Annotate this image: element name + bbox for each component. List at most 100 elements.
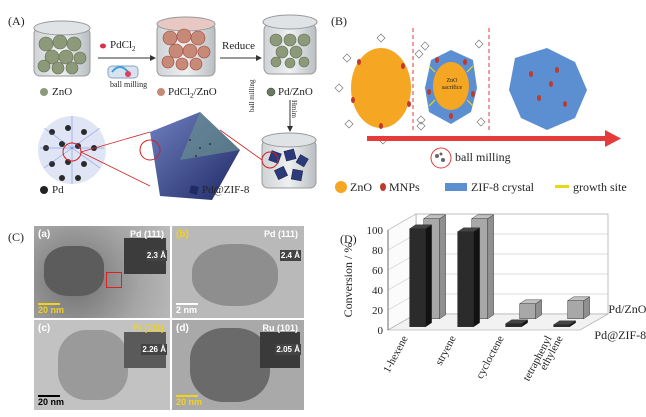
y-tick-label: 0 [378,325,384,337]
ball-mill-icon [107,65,139,79]
pdcl2-text: PdCl [110,39,133,51]
bar-side [473,227,480,328]
panel-c-label: (C) [8,230,24,244]
series-label: Pd@ZIF-8 [594,328,646,342]
pd-lattice-cluster [38,116,106,184]
y-tick-label: 20 [372,305,384,317]
hmim-label: Hmim [290,100,298,118]
legend-mnp-marker [380,183,386,191]
pdcl2-zno-label: PdCl2/ZnO [168,86,217,100]
legend-zno-marker [335,181,347,193]
tem-image-c: (c) Pt (111) 2.26 Å 20 nm [34,320,170,410]
legend-zno: ZnO [350,180,372,194]
tem-image-b: (b) Pd (111) 2.4 Å 2 nm [172,226,304,318]
bar-side [439,214,446,320]
pdcl2-zno-rest: /ZnO [193,86,217,98]
tem-b-scale: 2 nm [176,305,198,315]
gridline [387,213,608,231]
panel-b-schematic [334,28,621,193]
jar-pd-zno [262,14,318,75]
tem-d-tag: (d) [176,323,189,334]
bar-pd-zno-2 [519,303,536,320]
bar-side [487,214,494,320]
nanoparticle-blob [58,330,128,400]
conversion-chart: 0 20 40 60 80 100 Conversion / % 1-hexene stryen… [341,213,646,383]
pdcl2-zno-icon [157,88,165,96]
tem-c-scalebar [38,395,60,397]
tem-a-scalebar [38,303,60,305]
panel-b: (B) [325,0,646,210]
process-arrow [367,136,605,141]
zif8-crystal [139,112,240,200]
x-tick-label: stryene [433,334,459,368]
nanoparticle-blob [192,244,278,306]
pdcl2-label: PdCl2 [110,39,136,53]
y-tick-label: 60 [372,265,384,277]
x-tick-label: 1-hexene [381,334,411,375]
ball-milling-label: ball milling [110,80,148,89]
tem-d-spacing: 2.05 Å [275,344,301,355]
tem-c-spacing: 2.26 Å [141,344,167,355]
pdcl2-icon [100,43,106,49]
legend-growth-marker [555,185,569,188]
ball-milling-caption: ball milling [455,150,511,164]
nanoparticle-blob [44,246,104,296]
panel-a: (A) [0,0,325,210]
zno-sacrifice-particle [416,39,486,127]
bar-pd-zno-3 [567,300,584,320]
legend-zif8: ZIF-8 crystal [471,180,534,194]
tem-b-plane: Pd (111) [263,229,298,239]
panel-d-label: (D) [340,232,357,246]
panel-d: (D) 0 20 40 60 80 100 Conversion / % 1-hexene st… [330,212,646,417]
pd-zno-icon [266,87,276,97]
pdcl2-zno-sub: 2 [190,92,194,101]
tem-b-scalebar [176,303,198,305]
bar-side [425,224,432,328]
tem-c-scale: 20 nm [38,397,65,407]
panel-a-schematic [33,14,318,200]
y-tick-label: 80 [372,245,384,257]
legend-growth-site: growth site [573,180,627,194]
pdcl2-sub: 2 [132,45,136,54]
tem-a-spacing: 2.3 Å [145,250,167,261]
bar-pd-zif-8-2 [505,323,522,328]
tem-c-plane: Pt (111) [132,323,164,333]
nanoparticle-blob [190,328,270,402]
zno-particle [334,33,434,145]
legend-mnps: MNPs [389,180,420,194]
zno-sacrifice-label: ZnO sacrifice [441,78,463,91]
y-axis-label: Conversion / % [341,243,355,318]
x-tick-label: cycloctene [474,334,507,381]
panel-a-label: (A) [8,14,25,28]
panel-c: (C) (a) Pd (111) 2.3 Å 20 nm (b) Pd (111… [0,212,330,417]
tem-c-tag: (c) [38,323,51,334]
zif8-product [509,48,587,130]
pd-zif8-icon [189,185,199,195]
bar-pd-zif-8-1 [457,231,474,327]
pdcl2-zno-text: PdCl [168,86,191,98]
tem-image-d: (d) Ru (101) 2.05 Å 20 nm [172,320,304,410]
pd-label: Pd [52,184,64,196]
jar-zno [33,20,91,77]
tem-a-plane: Pd (111) [129,229,164,239]
zoom-box [106,272,122,288]
zno-label: ZnO [52,86,73,98]
pd-zno-label: Pd/ZnO [278,86,313,98]
bar-pd-zif-8-3 [553,324,570,328]
reduce-label: Reduce [222,40,255,52]
tem-image-a: (a) Pd (111) 2.3 Å 20 nm [34,226,170,318]
tem-b-tag: (b) [176,229,189,240]
tem-d-scalebar [176,395,198,397]
tem-a-scale: 20 nm [38,305,65,315]
jar-pdcl2-zno [156,16,216,77]
zno-icon [40,88,48,96]
y-tick-label: 100 [367,225,384,237]
ball-milling-icon [430,147,452,169]
ball-milling-vertical-label: ball milling [248,79,256,112]
pd-icon [40,186,48,194]
tem-d-scale: 20 nm [176,397,203,407]
tem-d-plane: Ru (101) [262,323,298,333]
pd-zif8-label: Pd@ZIF-8 [202,184,250,196]
legend-zif-marker [445,183,467,191]
tem-b-spacing: 2.4 Å [279,250,301,261]
